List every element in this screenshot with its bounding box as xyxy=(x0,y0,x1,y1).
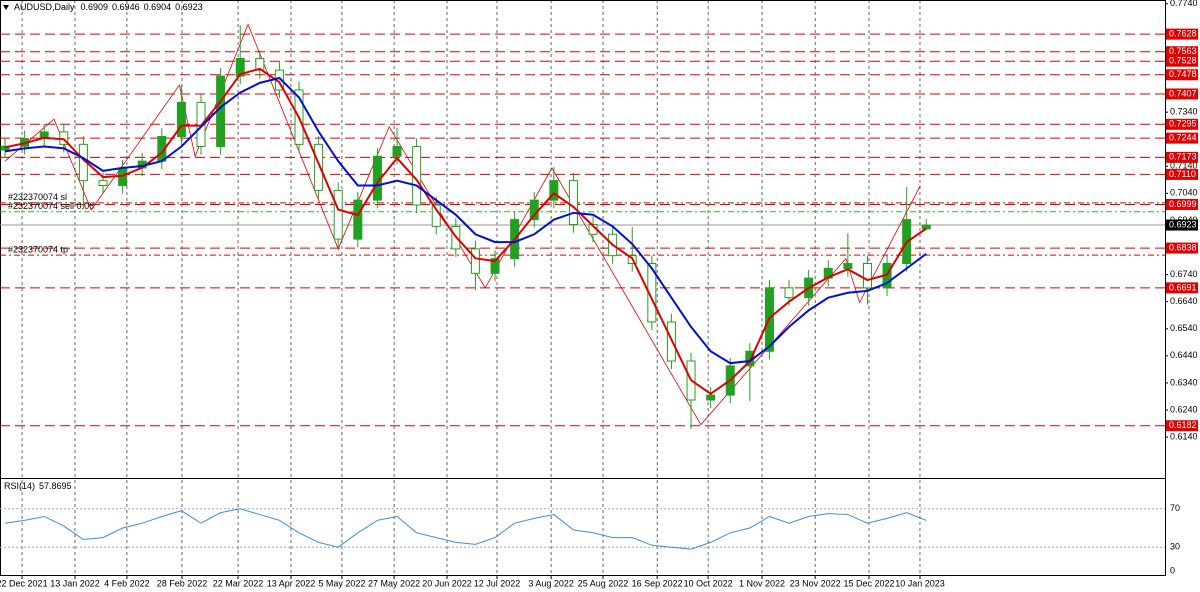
order-label: #232370074 sl xyxy=(8,192,67,202)
x-tick-label: 12 Jul 2022 xyxy=(474,578,521,588)
candle-body xyxy=(568,180,578,226)
y-tick-label: 0.6240 xyxy=(1170,404,1198,414)
candle-body xyxy=(255,57,265,71)
level-label: 0.6691 xyxy=(1169,282,1197,292)
level-tag xyxy=(1166,198,1198,210)
x-tick-label: 13 Jan 2022 xyxy=(50,578,100,588)
y-tick-label: 0.7040 xyxy=(1170,188,1198,198)
rsi-tick-label: 0 xyxy=(1170,565,1175,575)
level-label: 0.6182 xyxy=(1169,420,1197,430)
candle-body xyxy=(333,189,343,240)
x-tick-label: 3 Aug 2022 xyxy=(528,578,574,588)
x-tick-label: 22 Dec 2021 xyxy=(0,578,48,588)
level-label: 0.7295 xyxy=(1169,119,1197,129)
rsi-title: RSI(14) xyxy=(4,481,35,491)
header-arrow xyxy=(3,5,9,10)
x-tick-label: 25 Aug 2022 xyxy=(578,578,629,588)
candle-body xyxy=(706,394,716,401)
rsi-tick-label: 30 xyxy=(1170,542,1180,552)
x-tick-label: 10 Jan 2023 xyxy=(895,578,945,588)
level-label: 0.7528 xyxy=(1169,56,1197,66)
candle-body xyxy=(784,287,794,299)
level-label: 0.7628 xyxy=(1169,28,1197,38)
rsi-value: 57.8695 xyxy=(39,481,72,491)
x-tick-label: 23 Nov 2022 xyxy=(790,578,841,588)
x-tick-label: 1 Nov 2022 xyxy=(739,578,785,588)
candle-body xyxy=(490,258,500,274)
candle-body xyxy=(392,146,402,157)
candle-body xyxy=(529,199,539,221)
symbol: AUDUSD,Daily xyxy=(14,2,75,12)
ohlc-open: 0.6909 xyxy=(81,2,109,12)
candle-body xyxy=(0,145,10,151)
rsi-header: RSI(14) 57.8695 xyxy=(4,481,72,491)
current-price-tag xyxy=(1166,219,1198,231)
ohlc-high: 0.6946 xyxy=(112,2,140,12)
level-tag xyxy=(1166,69,1198,81)
y-tick-label: 0.6440 xyxy=(1170,350,1198,360)
x-tick-label: 20 Jun 2022 xyxy=(422,578,472,588)
ohlc-low: 0.6904 xyxy=(144,2,172,12)
candle-body xyxy=(353,199,363,240)
level-tag xyxy=(1166,46,1198,58)
y-tick-label: 0.6640 xyxy=(1170,296,1198,306)
candle-body xyxy=(98,180,108,187)
current-price-label: 0.6923 xyxy=(1169,219,1197,229)
candle-body xyxy=(314,143,324,191)
level-tag xyxy=(1166,420,1198,432)
x-tick-label: 10 Oct 2022 xyxy=(684,578,733,588)
level-tag xyxy=(1166,168,1198,180)
candle-body xyxy=(549,180,559,201)
x-tick-label: 13 Apr 2022 xyxy=(267,578,316,588)
level-label: 0.6838 xyxy=(1169,242,1197,252)
level-label: 0.7478 xyxy=(1169,69,1197,79)
candle-body xyxy=(921,224,931,230)
level-tag xyxy=(1166,28,1198,40)
frame xyxy=(0,0,1166,576)
candle-body xyxy=(470,248,480,274)
y-tick-label: 0.6740 xyxy=(1170,269,1198,279)
candle-body xyxy=(235,57,245,77)
ma-slow xyxy=(4,76,927,365)
level-label: 0.6999 xyxy=(1169,199,1197,209)
level-label: 0.7407 xyxy=(1169,88,1197,98)
x-tick-label: 27 May 2022 xyxy=(368,578,420,588)
rsi-line xyxy=(4,508,927,550)
zigzag xyxy=(4,23,921,426)
candle-body xyxy=(862,263,872,289)
rsi-tick-label: 70 xyxy=(1170,503,1180,513)
y-tick-label: 0.7340 xyxy=(1170,106,1198,116)
y-tick-label: 0.7140 xyxy=(1170,161,1198,171)
level-tag xyxy=(1166,151,1198,163)
order-label: #232370074 sell 0.06 xyxy=(8,201,94,211)
level-tag xyxy=(1166,242,1198,254)
x-tick-label: 5 May 2022 xyxy=(318,578,365,588)
x-tick-label: 16 Sep 2022 xyxy=(632,578,683,588)
candle-body xyxy=(843,263,853,269)
level-label: 0.7244 xyxy=(1169,132,1197,142)
ohlc-close: 0.6923 xyxy=(175,2,203,12)
level-label: 0.7563 xyxy=(1169,46,1197,56)
chart-header: AUDUSD,Daily 0.6909 0.6946 0.6904 0.6923 xyxy=(14,2,203,12)
y-tick-label: 0.6140 xyxy=(1170,431,1198,441)
level-label: 0.7110 xyxy=(1169,169,1196,179)
level-tag xyxy=(1166,55,1198,67)
candle-body xyxy=(176,101,186,137)
level-tag xyxy=(1166,118,1198,130)
order-label: #232370074 tp xyxy=(8,244,68,254)
x-tick-label: 4 Feb 2022 xyxy=(104,578,150,588)
level-label: 0.7173 xyxy=(1169,152,1197,162)
y-tick-label: 0.6540 xyxy=(1170,323,1198,333)
x-tick-label: 22 Mar 2022 xyxy=(213,578,264,588)
x-tick-label: 28 Feb 2022 xyxy=(157,578,208,588)
level-tag xyxy=(1166,282,1198,294)
level-tag xyxy=(1166,88,1198,100)
x-tick-label: 15 Dec 2022 xyxy=(843,578,894,588)
level-tag xyxy=(1166,132,1198,144)
y-tick-label: 0.7740 xyxy=(1170,0,1198,8)
ma-fast xyxy=(4,67,927,395)
y-tick-label: 0.6340 xyxy=(1170,377,1198,387)
